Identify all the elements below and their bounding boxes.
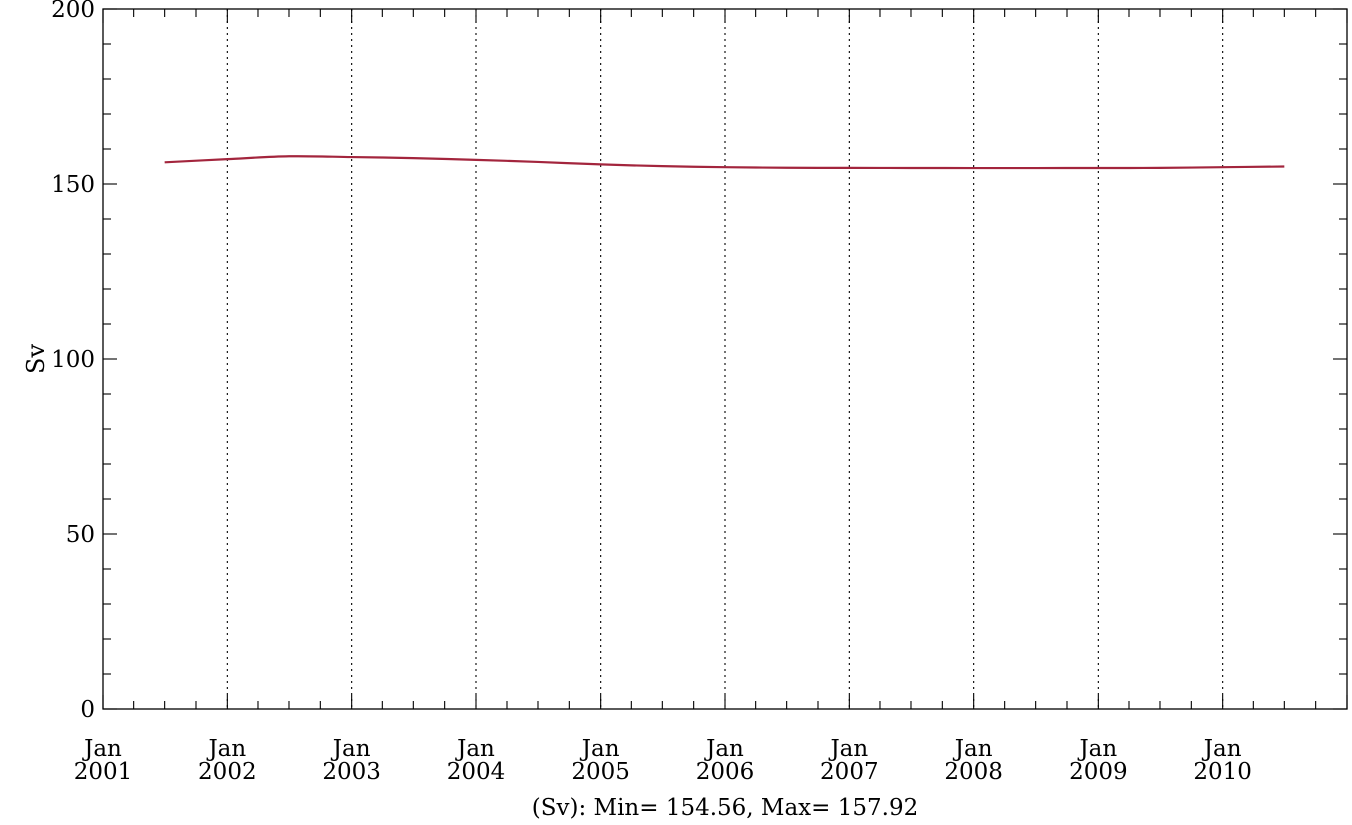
- x-tick-label-year: 2003: [322, 759, 381, 785]
- series-layer: [164, 155, 1285, 170]
- x-tick-label-month: Jan: [331, 736, 371, 762]
- x-axis-label: (Sv): Min= 154.56, Max= 157.92: [532, 795, 918, 821]
- x-tick-label-month: Jan: [1202, 736, 1242, 762]
- x-tick-label-year: 2009: [1069, 759, 1128, 785]
- y-tick-label: 150: [51, 172, 95, 198]
- y-axis-label: Sv: [22, 344, 50, 374]
- x-tick-label-year: 2007: [820, 759, 879, 785]
- x-tick-label-month: Jan: [1077, 736, 1117, 762]
- series-line: [164, 155, 1285, 170]
- x-tick-label-month: Jan: [704, 736, 744, 762]
- y-tick-label: 200: [51, 0, 95, 23]
- y-tick-label: 0: [80, 697, 95, 723]
- x-tick-label-month: Jan: [82, 736, 122, 762]
- x-tick-label-month: Jan: [455, 736, 495, 762]
- x-tick-label-month: Jan: [580, 736, 620, 762]
- x-tick-label-year: 2002: [198, 759, 257, 785]
- x-tick-label-year: 2004: [447, 759, 506, 785]
- x-tick-label-year: 2010: [1193, 759, 1252, 785]
- x-tick-label-year: 2008: [944, 759, 1003, 785]
- gridlines: [226, 9, 1224, 709]
- axis-ticks: [102, 8, 1348, 710]
- tick-labels: 050100150200Jan2001Jan2002Jan2003Jan2004…: [51, 0, 1252, 785]
- x-tick-label-year: 2001: [74, 759, 133, 785]
- y-tick-label: 100: [51, 347, 95, 373]
- x-tick-label-month: Jan: [206, 736, 246, 762]
- x-tick-label-month: Jan: [828, 736, 868, 762]
- y-tick-label: 50: [66, 522, 95, 548]
- x-tick-label-year: 2006: [696, 759, 755, 785]
- x-tick-label-month: Jan: [953, 736, 993, 762]
- x-tick-label-year: 2005: [571, 759, 630, 785]
